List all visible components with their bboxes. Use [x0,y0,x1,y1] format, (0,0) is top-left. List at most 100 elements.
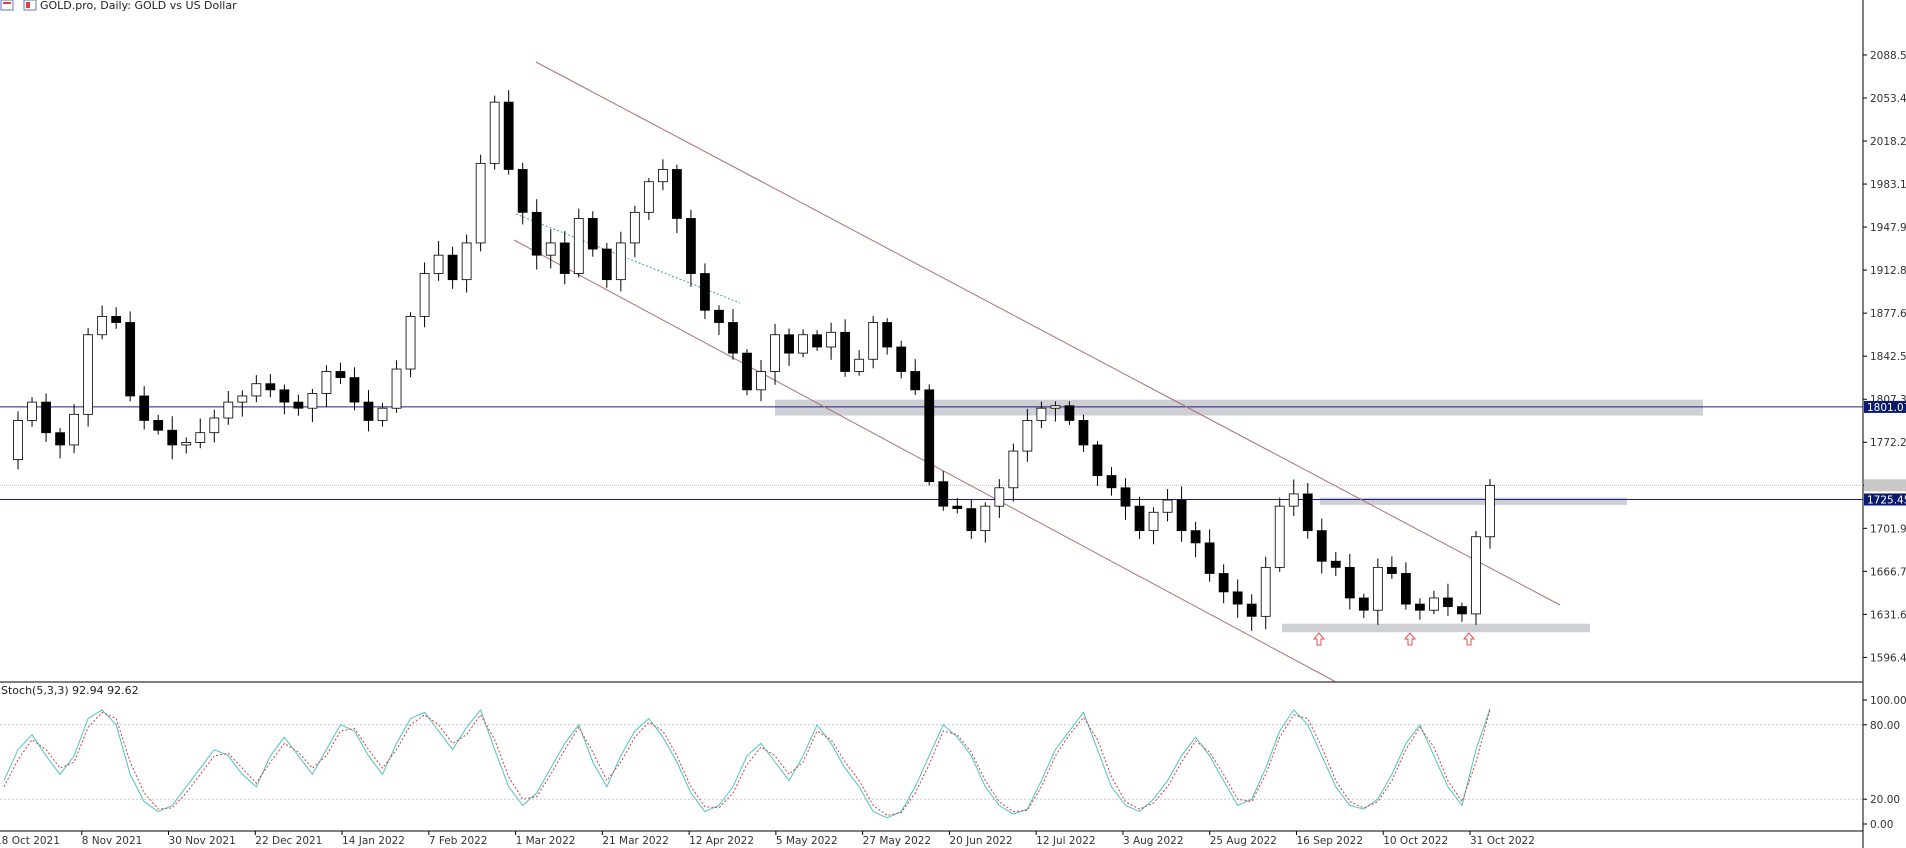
candle-body [475,162,486,244]
chart-header: GOLD.pro, Daily: GOLD vs US Dollar [0,0,237,12]
candle-body [1106,475,1117,489]
price-tick-label: 1912.80 [1870,265,1906,277]
date-tick-label: 14 Jan 2022 [342,835,405,847]
candle [475,154,486,252]
candle-body [1148,511,1159,532]
candle [377,403,388,427]
candle [223,391,234,425]
zone-support [1282,623,1590,633]
date-tick-label: 18 Oct 2021 [0,835,60,847]
candle [349,367,360,411]
candle [195,418,206,449]
date-tick-label: 25 Aug 2022 [1210,835,1277,847]
candle-body [966,508,977,532]
candle-body [840,331,851,372]
up-arrow-icon [1462,632,1476,646]
price-tag [1864,400,1906,413]
date-axis: 18 Oct 2021 8 Nov 2021 30 Nov 2021 22 Dec 2… [0,831,1535,847]
candle-body [503,101,514,170]
up-arrow-icon [1403,632,1417,646]
candle [1344,553,1355,610]
price-tick-label: 1947.95 [1870,222,1906,234]
candle [265,374,276,398]
candle-body [938,481,949,507]
candle [658,159,668,191]
candle [531,199,542,270]
candle-body [728,322,738,354]
candle [125,311,136,402]
candle-body [1485,484,1495,538]
candle-body [447,254,458,281]
candle [1302,483,1313,539]
date-tick-label: 12 Apr 2022 [689,835,754,847]
candle [1260,556,1271,630]
date-tick-label: 21 Mar 2022 [602,835,669,847]
candle-body [251,383,262,397]
candle [237,390,248,417]
candle-body [742,352,752,391]
candle [391,360,402,413]
candle [1176,486,1187,542]
price-tick-label: 1666.75 [1870,566,1906,578]
candle [293,394,304,416]
candle [994,479,1005,518]
candle [433,240,444,281]
candle-body [69,413,79,446]
candle [559,231,570,285]
candle-body [910,371,921,391]
candle [756,360,766,402]
candle [587,211,598,257]
candle-body [1386,566,1397,574]
candle [924,384,935,486]
candle-body [1401,573,1411,605]
candle-body [279,389,290,403]
price-tick-label: 1842.50 [1870,351,1906,363]
candle-body [784,334,794,354]
candle-body [615,242,626,281]
date-tick-label: 7 Feb 2022 [429,835,488,847]
date-tick-label: 22 Dec 2021 [255,835,322,847]
candle-body [363,401,374,421]
candle [1190,521,1201,558]
candle-body [700,273,710,311]
candle-body [1036,407,1047,421]
candle [1050,401,1061,422]
candle-body [1078,420,1089,446]
price-tag-label: 1725.45 [1867,494,1906,506]
candle [27,397,37,427]
candle [784,328,794,366]
candle [854,350,865,376]
symbol-icon-mark [3,2,11,4]
candle [798,329,808,358]
candle-body [601,248,612,281]
candle-body [1134,505,1145,532]
candle-body [1274,505,1285,568]
candle [405,312,416,378]
candle-body [55,432,65,446]
candle-body [868,322,879,360]
candle-body [489,101,500,164]
candle [251,375,262,403]
candle [335,362,346,384]
candle [868,315,879,369]
candle [1064,401,1075,425]
price-tick-label: 1701.90 [1870,523,1906,535]
candle [1471,531,1481,625]
candle-body [826,331,836,348]
candle-body [335,371,346,379]
candle-body [812,334,822,348]
candle [882,318,893,355]
price-tag-label: 1801.07 [1867,402,1906,414]
candle-body [1415,603,1425,611]
candle [1330,552,1341,576]
date-tick-label: 10 Oct 2022 [1383,835,1448,847]
candle [1429,590,1439,615]
candle [1134,496,1145,539]
candle [1288,479,1299,516]
stoch-tick-label: 80.00 [1870,720,1900,732]
date-tick-label: 3 Aug 2022 [1123,835,1184,847]
price-tick-label: 1983.10 [1870,179,1906,191]
candle-body [1008,450,1019,489]
candle-body [924,389,935,483]
